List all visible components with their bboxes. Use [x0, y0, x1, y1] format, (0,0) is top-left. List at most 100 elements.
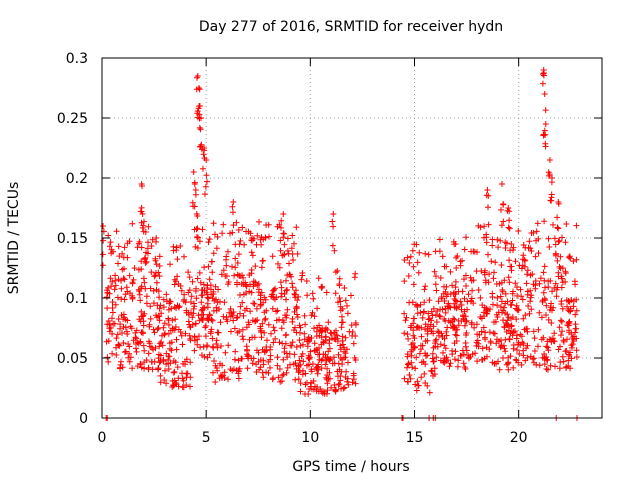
data-point [258, 264, 265, 271]
data-point [328, 330, 335, 337]
x-tick-label: 0 [98, 430, 107, 446]
data-point [295, 376, 302, 383]
data-point [544, 366, 551, 373]
data-point [409, 247, 416, 254]
data-point [477, 314, 484, 320]
data-point [402, 317, 409, 324]
data-point [109, 278, 116, 285]
data-point [505, 274, 512, 281]
data-point [530, 281, 537, 288]
data-point [468, 319, 475, 326]
data-point [191, 300, 197, 307]
data-point [185, 318, 192, 325]
data-point [242, 307, 248, 314]
data-point [457, 298, 464, 305]
data-point [213, 296, 219, 303]
data-point [545, 235, 552, 242]
data-point [451, 340, 458, 347]
data-point [172, 359, 179, 366]
data-point [115, 341, 122, 348]
data-point [201, 353, 208, 360]
data-point [292, 324, 298, 331]
data-point [105, 338, 112, 344]
data-point [542, 107, 549, 114]
data-point [540, 289, 547, 296]
data-point [155, 366, 161, 373]
data-point [157, 302, 164, 309]
data-point [489, 359, 496, 366]
y-axis-label: SRMTID / TECUs [6, 182, 22, 295]
data-point [525, 244, 532, 251]
data-point [248, 270, 255, 277]
data-point [299, 270, 306, 276]
data-point [115, 243, 122, 250]
data-point [485, 251, 491, 258]
data-point [325, 319, 332, 326]
data-point [500, 218, 507, 225]
data-point [117, 365, 124, 372]
data-point [518, 333, 525, 340]
data-point [540, 71, 546, 77]
data-point [190, 169, 197, 175]
data-point [434, 328, 441, 335]
data-point [340, 341, 346, 348]
data-point [567, 305, 574, 312]
data-point [230, 199, 237, 205]
data-point [422, 380, 429, 386]
data-point [138, 364, 145, 371]
data-point [557, 253, 564, 260]
data-point [122, 316, 129, 323]
data-point [129, 220, 136, 227]
data-point [408, 348, 415, 355]
data-point [138, 329, 145, 336]
data-point [421, 370, 428, 377]
data-point [532, 285, 539, 292]
data-point [232, 356, 238, 363]
data-point [424, 352, 431, 359]
data-point [497, 304, 504, 310]
data-point [551, 338, 558, 345]
data-point [254, 232, 261, 239]
data-point [339, 313, 345, 320]
data-point [141, 255, 148, 262]
data-point [198, 141, 205, 148]
data-point [334, 338, 341, 345]
data-point [541, 295, 548, 302]
data-point [439, 306, 446, 313]
data-point [100, 223, 106, 229]
data-point [323, 376, 330, 383]
data-point [283, 287, 290, 294]
data-point [487, 338, 494, 345]
data-point [111, 320, 118, 327]
data-point [150, 287, 157, 294]
data-point [495, 358, 501, 365]
data-point [542, 121, 549, 127]
data-point [225, 342, 232, 349]
data-point [146, 321, 153, 328]
data-point [548, 179, 555, 186]
data-point [526, 310, 533, 317]
data-point [226, 309, 233, 316]
data-point [337, 342, 344, 349]
data-point [535, 250, 542, 257]
data-point [234, 329, 241, 336]
data-point [477, 224, 484, 231]
data-point [112, 277, 119, 284]
data-point [433, 319, 440, 325]
data-point [322, 327, 328, 334]
data-point [499, 287, 506, 293]
data-point [308, 379, 315, 386]
data-point [493, 281, 500, 287]
data-point [229, 263, 235, 270]
data-point [288, 245, 295, 252]
data-point [565, 298, 572, 305]
data-point [219, 375, 225, 381]
data-point [463, 283, 469, 289]
data-point [113, 335, 120, 342]
data-point [498, 298, 505, 305]
data-point [401, 310, 408, 317]
data-point [191, 226, 198, 233]
data-point [265, 221, 272, 228]
data-point [157, 352, 164, 359]
data-point [203, 343, 210, 350]
